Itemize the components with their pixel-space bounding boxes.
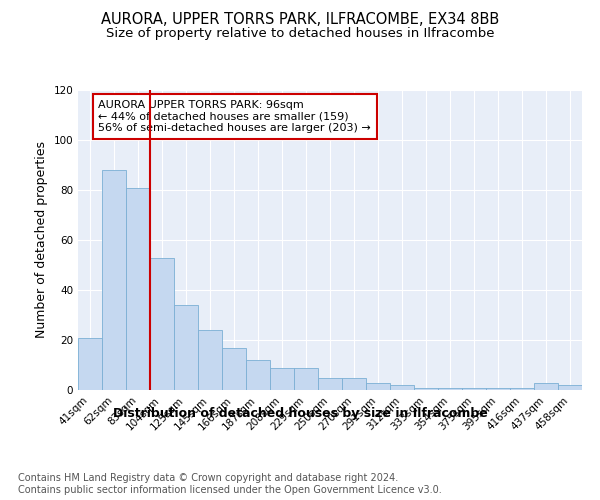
Text: Distribution of detached houses by size in Ilfracombe: Distribution of detached houses by size … [113, 408, 487, 420]
Bar [366, 382, 390, 390]
Bar [270, 368, 294, 390]
Bar [342, 378, 366, 390]
Bar [126, 188, 150, 390]
Bar [150, 258, 174, 390]
Bar [78, 338, 102, 390]
Bar [534, 382, 558, 390]
Bar [510, 388, 534, 390]
Y-axis label: Number of detached properties: Number of detached properties [35, 142, 48, 338]
Bar [222, 348, 246, 390]
Text: AURORA, UPPER TORRS PARK, ILFRACOMBE, EX34 8BB: AURORA, UPPER TORRS PARK, ILFRACOMBE, EX… [101, 12, 499, 28]
Bar [198, 330, 222, 390]
Bar [462, 388, 486, 390]
Text: Size of property relative to detached houses in Ilfracombe: Size of property relative to detached ho… [106, 28, 494, 40]
Bar [486, 388, 510, 390]
Bar [438, 388, 462, 390]
Bar [246, 360, 270, 390]
Bar [318, 378, 342, 390]
Bar [558, 385, 582, 390]
Bar [294, 368, 318, 390]
Text: Contains HM Land Registry data © Crown copyright and database right 2024.
Contai: Contains HM Land Registry data © Crown c… [18, 474, 442, 495]
Bar [174, 305, 198, 390]
Bar [414, 388, 438, 390]
Text: AURORA UPPER TORRS PARK: 96sqm
← 44% of detached houses are smaller (159)
56% of: AURORA UPPER TORRS PARK: 96sqm ← 44% of … [98, 100, 371, 133]
Bar [102, 170, 126, 390]
Bar [390, 385, 414, 390]
